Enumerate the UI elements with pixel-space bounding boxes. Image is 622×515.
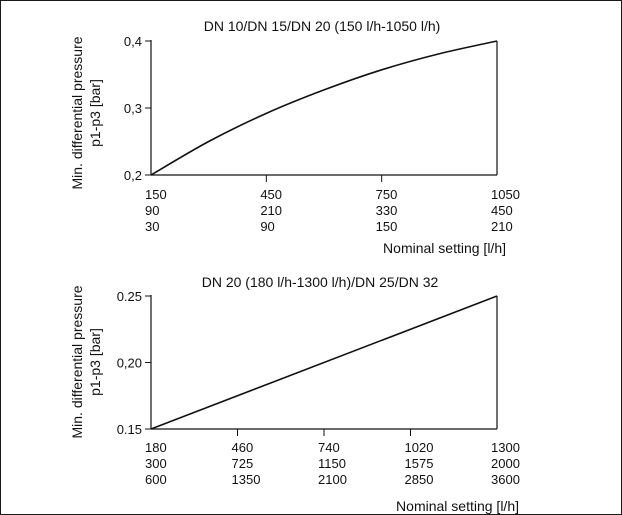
chart-1-plot-area <box>150 40 498 176</box>
x-tick-label: 750 <box>376 187 398 202</box>
y-tick-label: 0,20 <box>117 356 142 371</box>
chart-2-xlabel: Nominal setting [l/h] <box>396 498 519 514</box>
x-tick-label: 460 <box>232 440 254 455</box>
x-tick-label: 210 <box>260 203 282 218</box>
series-line <box>150 40 498 176</box>
x-tick-label: 1050 <box>491 187 520 202</box>
chart-1: DN 10/DN 15/DN 20 (150 l/h-1050 l/h) Min… <box>69 18 520 256</box>
chart-1-xlabel: Nominal setting [l/h] <box>383 240 506 256</box>
x-tick-label: 1020 <box>405 440 434 455</box>
x-tick-label: 90 <box>145 203 159 218</box>
chart-2-ylabel-line2: p1-p3 [bar] <box>87 328 103 396</box>
x-tick-label: 450 <box>260 187 282 202</box>
x-tick-label: 450 <box>491 203 513 218</box>
x-tick-label: 3600 <box>491 472 520 487</box>
series-line <box>150 295 498 430</box>
x-tick-label: 30 <box>145 219 159 234</box>
chart-1-ylabel-line2: p1-p3 [bar] <box>87 79 103 147</box>
chart-1-y-ticks: 0,2 0,3 0,4 <box>124 34 151 183</box>
x-tick-label: 90 <box>260 219 274 234</box>
y-tick-label: 0,3 <box>124 101 142 116</box>
x-tick-label: 150 <box>145 187 167 202</box>
y-tick-label: 0,2 <box>124 168 142 183</box>
x-tick-label: 180 <box>145 440 167 455</box>
x-tick-label: 210 <box>491 219 513 234</box>
chart-2-y-ticks: 0.15 0,20 0.25 <box>117 289 151 437</box>
chart-2: DN 20 (180 l/h-1300 l/h)/DN 25/DN 32 Min… <box>69 274 520 514</box>
x-tick-label: 740 <box>318 440 340 455</box>
x-tick-label: 600 <box>145 472 167 487</box>
x-tick-label: 725 <box>232 456 254 471</box>
x-tick-label: 1575 <box>405 456 434 471</box>
x-tick-label: 150 <box>376 219 398 234</box>
chart-1-title: DN 10/DN 15/DN 20 (150 l/h-1050 l/h) <box>204 18 441 34</box>
x-tick-label: 2000 <box>491 456 520 471</box>
y-tick-label: 0.25 <box>117 289 142 304</box>
x-tick-label: 1350 <box>232 472 261 487</box>
x-tick-label: 2100 <box>318 472 347 487</box>
x-tick-label: 1300 <box>491 440 520 455</box>
x-tick-label: 1150 <box>318 456 346 471</box>
chart-2-ylabel-line1: Min. differential pressure <box>69 285 85 438</box>
x-tick-label: 2850 <box>405 472 434 487</box>
chart-2-plot-area <box>150 295 498 430</box>
x-tick-label: 330 <box>376 203 398 218</box>
y-tick-label: 0,4 <box>124 34 142 49</box>
y-tick-label: 0.15 <box>117 422 142 437</box>
x-tick-label: 300 <box>145 456 167 471</box>
chart-1-ylabel-line1: Min. differential pressure <box>69 36 85 189</box>
chart-2-title: DN 20 (180 l/h-1300 l/h)/DN 25/DN 32 <box>202 274 439 290</box>
